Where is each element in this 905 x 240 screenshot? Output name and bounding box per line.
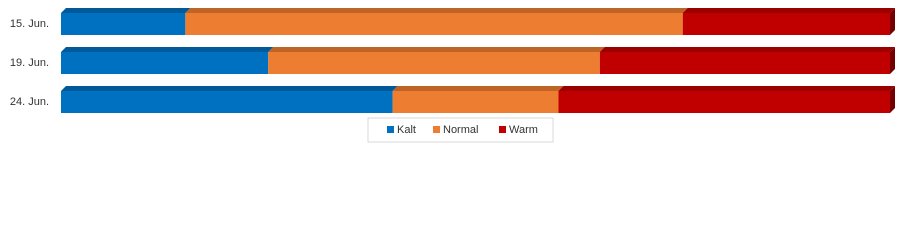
bar-top xyxy=(61,47,274,52)
chart: 15. Jun. 19. Jun. 24. Jun. Kalt Normal Warm xyxy=(9,8,895,143)
legend-swatch xyxy=(387,126,394,133)
bar-front xyxy=(682,13,890,35)
bar-top xyxy=(599,47,895,52)
y-tick-label: 15. Jun. xyxy=(10,18,49,30)
bar-segment xyxy=(392,86,564,113)
bar-side xyxy=(890,8,895,35)
bar-front xyxy=(268,52,600,74)
bar-top xyxy=(392,86,564,91)
bar-segment xyxy=(558,86,895,113)
bar-segment xyxy=(268,47,605,74)
bar-top xyxy=(682,8,895,13)
bar-segment xyxy=(682,8,895,35)
y-tick-label: 19. Jun. xyxy=(10,57,49,69)
legend-label: Warm xyxy=(509,124,538,136)
legend-label: Normal xyxy=(443,124,478,136)
bar-front xyxy=(61,52,269,74)
legend-box xyxy=(367,117,554,143)
bar-front xyxy=(61,91,393,113)
legend-swatch xyxy=(433,126,440,133)
legend-swatch xyxy=(499,126,506,133)
bar-top xyxy=(185,8,688,13)
bar-side xyxy=(890,47,895,74)
bar-segment xyxy=(61,8,191,35)
legend-label: Kalt xyxy=(397,124,416,136)
bar-front xyxy=(599,52,890,74)
bar-segment xyxy=(61,86,398,113)
bar-segment xyxy=(185,8,688,35)
bar-top xyxy=(268,47,605,52)
bar-front xyxy=(185,13,683,35)
bar-side xyxy=(890,86,895,113)
bar-top xyxy=(61,86,398,91)
bar-top xyxy=(61,8,191,13)
bar-front xyxy=(558,91,890,113)
bar-segment xyxy=(599,47,895,74)
y-tick-label: 24. Jun. xyxy=(10,96,49,108)
bar-top xyxy=(558,86,895,91)
bar-front xyxy=(392,91,559,113)
bar-front xyxy=(61,13,186,35)
bar-segment xyxy=(61,47,274,74)
